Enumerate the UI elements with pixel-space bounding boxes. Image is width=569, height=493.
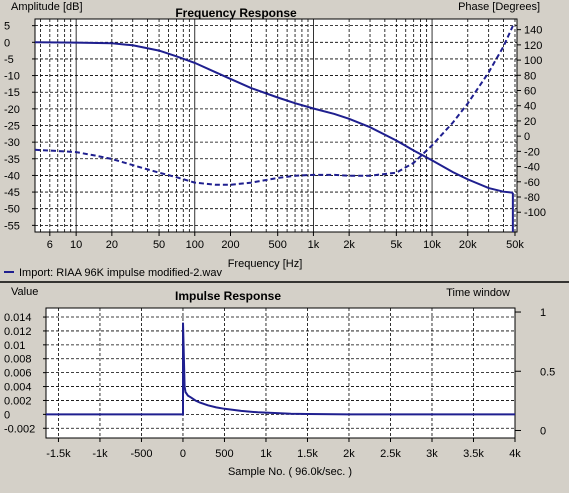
x-tick-label: 200 [221,239,239,251]
x-tick-label: -500 [130,448,152,460]
y2-tick-label: 1 [540,307,546,319]
x-tick-label: 1k [260,448,272,460]
x-tick-label: 6 [47,239,53,251]
x-tick-label: 20 [106,239,118,251]
y-tick-label: -35 [4,154,20,166]
value-axis-label: Value [11,286,38,298]
y2-tick-label: 20 [524,116,536,128]
y-tick-label: -55 [4,220,20,232]
x-tick-label: 2k [343,239,355,251]
phase-axis-label: Phase [Degrees] [458,1,540,13]
y2-tick-label: -20 [524,146,540,158]
frequency-axis-label: Frequency [Hz] [228,258,303,270]
amplitude-axis-label: Amplitude [dB] [11,1,83,13]
y-tick-label: -40 [4,170,20,182]
y2-tick-label: -40 [524,162,540,174]
y2-tick-label: 40 [524,101,536,113]
y-tick-label: 5 [4,21,10,33]
frequency-response-chart: 50-5-10-15-20-25-30-35-40-45-50-55140120… [4,1,546,279]
frequency-series [34,25,514,232]
y2-tick-label: 0 [524,131,530,143]
legend-entry: Import: RIAA 96K impulse modified-2.wav [19,267,222,279]
y-tick-label: 0.01 [4,340,25,352]
frequency-tick-labels: 50-5-10-15-20-25-30-35-40-45-50-55140120… [4,21,546,251]
x-tick-label: 10k [423,239,441,251]
y2-tick-label: 140 [524,25,542,37]
x-tick-label: 4k [509,448,521,460]
impulse-series [46,322,515,416]
y-tick-label: 0.014 [4,312,32,324]
impulse-response-chart: -1.5k -1k -500 0 500 1k 1.5k 2k 2.5k 3k 3.5k 4k 0.01… [4,286,555,478]
x-tick-label: 3k [426,448,438,460]
x-tick-label: 1k [308,239,320,251]
y2-tick-label: 60 [524,86,536,98]
y-tick-label: -20 [4,104,20,116]
impulse-title: Impulse Response [175,289,281,303]
x-tick-label: 3.5k [463,448,484,460]
y-tick-label: -25 [4,121,20,133]
y-tick-label: -0.002 [4,423,35,435]
y-tick-label: 0 [4,409,10,421]
x-tick-label: 0 [180,448,186,460]
y-tick-label: 0.004 [4,382,32,394]
y-tick-label: 0.002 [4,395,32,407]
y2-tick-label: 80 [524,70,536,82]
y-tick-label: -15 [4,87,20,99]
y2-tick-label: 100 [524,55,542,67]
frequency-grid [35,19,517,232]
y-tick-label: 0.006 [4,368,32,380]
y-tick-label: 0.012 [4,326,32,338]
x-tick-label: 50k [506,239,524,251]
x-tick-label: 1.5k [297,448,318,460]
y2-tick-label: -80 [524,192,540,204]
x-tick-label: 2k [343,448,355,460]
x-tick-label: 2.5k [380,448,401,460]
y2-tick-label: -100 [524,207,546,219]
frequency-title: Frequency Response [175,6,297,20]
y-tick-label: -50 [4,204,20,216]
amplitude-series-line [34,41,514,194]
x-tick-label: 10 [70,239,82,251]
y-tick-label: -10 [4,71,20,83]
x-tick-label: -1.5k [46,448,71,460]
x-tick-label: 500 [215,448,233,460]
phase-series-line [34,25,514,186]
x-tick-label: 20k [459,239,477,251]
y-tick-label: -45 [4,187,20,199]
y2-tick-label: -60 [524,177,540,189]
y-tick-label: 0 [4,37,10,49]
x-tick-label: 5k [391,239,403,251]
impulse-series-line [46,322,515,416]
y2-tick-label: 0.5 [540,366,555,378]
y2-tick-label: 0 [540,425,546,437]
sample-axis-label: Sample No. ( 96.0k/sec. ) [228,466,352,478]
x-tick-label: -1k [92,448,108,460]
impulse-tick-labels: -1.5k -1k -500 0 500 1k 1.5k 2k 2.5k 3k 3.5k 4k 0.01… [4,307,555,460]
x-tick-label: 500 [269,239,287,251]
y2-tick-label: 120 [524,40,542,52]
y-tick-label: -5 [4,54,14,66]
y-tick-label: -30 [4,137,20,149]
x-tick-label: 50 [153,239,165,251]
y-tick-label: 0.008 [4,354,32,366]
time-window-axis-label: Time window [446,287,510,299]
x-tick-label: 100 [186,239,204,251]
